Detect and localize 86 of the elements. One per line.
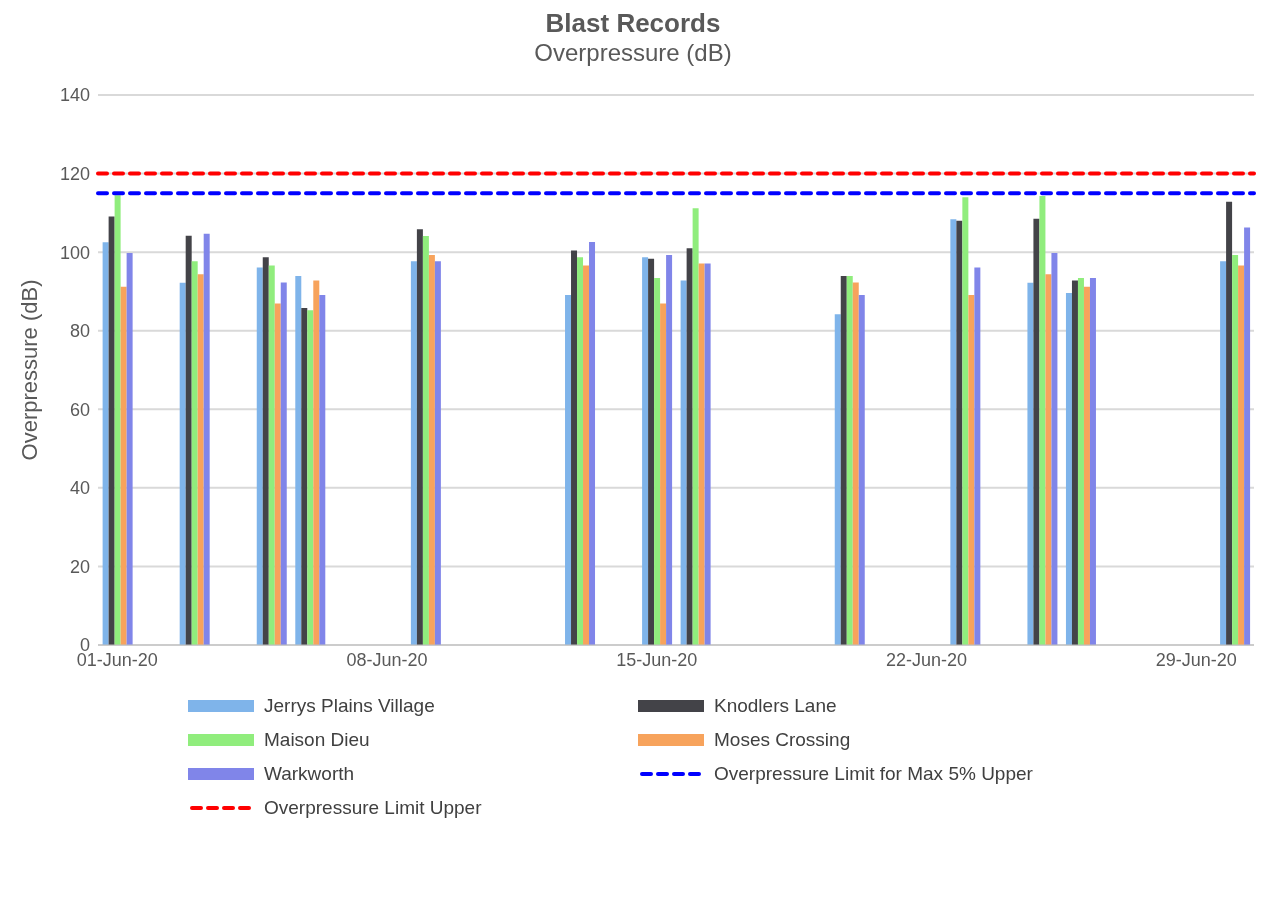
bar bbox=[120, 286, 127, 645]
bar bbox=[680, 280, 687, 645]
bar bbox=[840, 276, 847, 645]
legend-label: Jerrys Plains Village bbox=[264, 695, 435, 717]
legend-label: Moses Crossing bbox=[714, 729, 851, 751]
y-tick-label: 120 bbox=[59, 163, 90, 184]
bar bbox=[589, 241, 596, 645]
bar bbox=[256, 267, 263, 645]
bar bbox=[191, 261, 198, 645]
bar bbox=[962, 197, 969, 645]
x-tick-label: 15-Jun-20 bbox=[616, 649, 698, 670]
bar bbox=[185, 235, 192, 645]
bar bbox=[1232, 254, 1239, 645]
legend-label: Overpressure Limit for Max 5% Upper bbox=[714, 763, 1033, 785]
bar bbox=[295, 276, 302, 645]
bar bbox=[1033, 218, 1040, 645]
y-tick-label: 60 bbox=[69, 399, 90, 420]
bar bbox=[1065, 293, 1072, 645]
bar bbox=[1083, 286, 1090, 645]
bar bbox=[950, 219, 957, 645]
bar bbox=[416, 229, 423, 645]
bar bbox=[1077, 278, 1084, 645]
bar bbox=[704, 263, 711, 645]
bar bbox=[1238, 265, 1245, 645]
y-tick-label: 40 bbox=[69, 478, 90, 499]
bar bbox=[565, 294, 572, 645]
bar bbox=[660, 303, 667, 645]
y-tick-label: 80 bbox=[69, 321, 90, 342]
x-tick-label: 22-Jun-20 bbox=[885, 649, 967, 670]
chart-subtitle: Overpressure (dB) bbox=[533, 39, 733, 67]
bar bbox=[428, 254, 435, 645]
bar bbox=[126, 252, 133, 645]
bar bbox=[834, 314, 841, 645]
bar bbox=[268, 265, 275, 645]
bar bbox=[1071, 280, 1078, 645]
bar bbox=[1039, 195, 1046, 645]
bar bbox=[1045, 274, 1052, 645]
x-tick-label: 29-Jun-20 bbox=[1155, 649, 1237, 670]
y-tick-label: 100 bbox=[59, 242, 90, 263]
legend-label: Maison Dieu bbox=[264, 729, 370, 751]
bar bbox=[179, 282, 186, 645]
chart-title: Blast Records bbox=[544, 8, 722, 39]
bar bbox=[571, 250, 578, 645]
bar bbox=[1226, 201, 1233, 645]
bar bbox=[666, 254, 673, 645]
bar bbox=[648, 258, 655, 645]
bar bbox=[577, 257, 584, 645]
y-tick-label: 140 bbox=[59, 85, 90, 106]
bar bbox=[102, 242, 109, 645]
bar bbox=[692, 208, 699, 645]
bar bbox=[956, 220, 963, 645]
bar bbox=[313, 280, 320, 645]
bar bbox=[108, 216, 115, 645]
bar bbox=[434, 261, 441, 645]
bar bbox=[307, 310, 314, 645]
bar bbox=[1220, 261, 1227, 645]
bar bbox=[262, 257, 269, 645]
bar bbox=[301, 307, 308, 645]
bar bbox=[197, 274, 204, 645]
bar bbox=[422, 236, 429, 645]
legend-label: Overpressure Limit Upper bbox=[264, 797, 482, 819]
legend-label: Knodlers Lane bbox=[714, 695, 837, 717]
legend-label: Warkworth bbox=[264, 763, 355, 785]
bar bbox=[858, 294, 865, 645]
bar bbox=[280, 282, 287, 645]
bar bbox=[1244, 227, 1251, 645]
bar bbox=[852, 282, 859, 645]
bar bbox=[274, 303, 281, 645]
bar bbox=[642, 257, 649, 645]
bar bbox=[968, 294, 975, 645]
bar bbox=[410, 261, 417, 645]
bar bbox=[846, 276, 853, 645]
x-tick-label: 08-Jun-20 bbox=[346, 649, 428, 670]
bar bbox=[203, 233, 210, 645]
y-axis-title: Overpressure (dB) bbox=[16, 279, 42, 461]
y-tick-label: 20 bbox=[69, 556, 90, 577]
bar bbox=[1051, 252, 1058, 645]
bar bbox=[1089, 278, 1096, 645]
bar bbox=[698, 263, 705, 645]
bar bbox=[114, 195, 121, 645]
bar bbox=[686, 248, 693, 645]
bar bbox=[654, 278, 661, 645]
bar bbox=[583, 265, 590, 645]
bar bbox=[319, 294, 326, 645]
bar bbox=[1027, 282, 1034, 645]
bar bbox=[974, 267, 981, 645]
